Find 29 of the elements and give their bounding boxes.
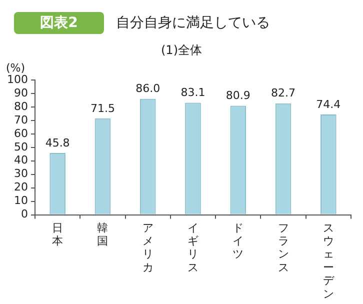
y-axis-title: (%) [6,61,26,74]
x-tick-label: ドイツ [232,221,244,261]
y-tick-label: 40 [14,154,28,167]
y-tick-label: 0 [20,208,28,221]
y-tick-label: 100 [6,72,28,86]
data-label: 74.4 [316,98,341,111]
data-label: 80.9 [226,89,250,102]
y-tick-label: 20 [14,180,28,194]
y-tick-label: 60 [14,126,28,140]
y-tick-label: 10 [14,194,28,208]
x-tick-label: 韓国 [97,221,108,248]
y-tick-label: 70 [14,113,28,126]
chart-title: 自分自身に満足している [116,14,270,32]
chart-subtitle: (1)全体 [160,42,203,59]
data-label: 45.8 [45,136,70,150]
data-label: 82.7 [271,86,296,100]
y-tick-label: 30 [14,167,28,180]
y-tick-label: 80 [14,100,28,113]
label-tag: 図表2 [14,12,104,34]
data-label: 86.0 [136,82,160,96]
data-label: 83.1 [180,86,206,100]
x-tick-label: イギリス [188,221,198,274]
y-tick-label: 90 [14,86,28,100]
x-tick-label: スウェーデン [322,221,335,300]
data-label: 71.5 [90,102,115,115]
y-tick-label: 50 [14,140,28,154]
x-tick-label: 日本 [52,221,64,248]
x-tick-label: アメリカ [142,221,154,274]
x-tick-label: フランス [278,221,289,274]
